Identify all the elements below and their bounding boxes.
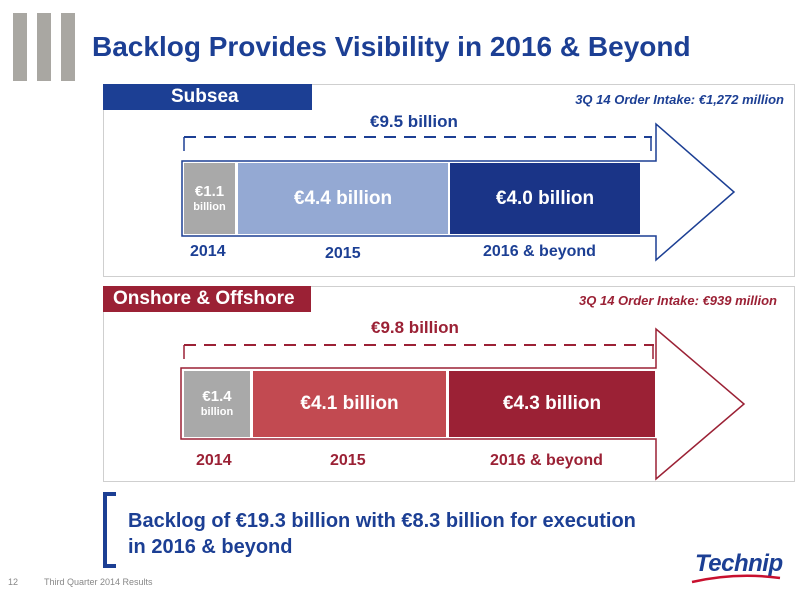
slide-title: Backlog Provides Visibility in 2016 & Be… — [92, 31, 691, 62]
summary-line-1: Backlog of €19.3 billion with €8.3 billi… — [128, 510, 636, 532]
subsea-label: Subsea — [103, 84, 312, 110]
decor-bar-2 — [37, 13, 51, 81]
onshore-panel: Onshore & Offshore 3Q 14 Order Intake: €… — [103, 286, 795, 482]
onshore-total: €9.8 billion — [371, 318, 459, 337]
page-number: 12 — [8, 577, 19, 587]
summary-line-2: in 2016 & beyond — [128, 536, 293, 558]
subsea-year-2014: 2014 — [190, 243, 226, 260]
subsea-order-intake: 3Q 14 Order Intake: €1,272 million — [575, 92, 784, 107]
decor-bar-1 — [13, 13, 27, 81]
onshore-year-2015: 2015 — [330, 452, 366, 469]
onshore-year-2016-beyond: 2016 & beyond — [490, 452, 603, 469]
subsea-total: €9.5 billion — [370, 112, 458, 131]
subsea-2016-amount: €4.0 billion — [495, 187, 595, 209]
onshore-segment-2014: €1.4 billion — [184, 371, 250, 437]
subsea-segment-2015: €4.4 billion — [238, 163, 448, 234]
subsea-segment-2016: €4.0 billion — [450, 163, 640, 234]
onshore-segment-2016: €4.3 billion — [449, 371, 655, 437]
subsea-year-2016-beyond: 2016 & beyond — [483, 243, 596, 260]
subsea-2014-amount: €1.1 — [194, 182, 225, 200]
onshore-2015-amount: €4.1 billion — [300, 393, 399, 414]
onshore-label: Onshore & Offshore — [103, 286, 311, 312]
subsea-2014-unit: billion — [193, 200, 226, 213]
subsea-segment-2014: €1.1 billion — [184, 163, 235, 234]
summary-bracket — [103, 492, 116, 568]
subsea-year-2015: 2015 — [325, 245, 361, 262]
onshore-2016-amount: €4.3 billion — [502, 393, 602, 414]
subsea-2015-amount: €4.4 billion — [293, 187, 393, 209]
onshore-2014-amount: €1.4 — [202, 388, 232, 405]
technip-logo: Technip — [695, 550, 783, 577]
summary-text: Backlog of €19.3 billion with €8.3 billi… — [128, 508, 728, 560]
subsea-panel: Subsea 3Q 14 Order Intake: €1,272 millio… — [103, 84, 795, 277]
onshore-order-intake: 3Q 14 Order Intake: €939 million — [579, 293, 777, 308]
logo-swoosh — [691, 574, 781, 584]
onshore-segment-2015: €4.1 billion — [253, 371, 446, 437]
footer-text: Third Quarter 2014 Results — [44, 577, 153, 587]
decor-bar-3 — [61, 13, 75, 81]
onshore-year-2014: 2014 — [196, 452, 232, 469]
onshore-2014-unit: billion — [200, 406, 234, 418]
